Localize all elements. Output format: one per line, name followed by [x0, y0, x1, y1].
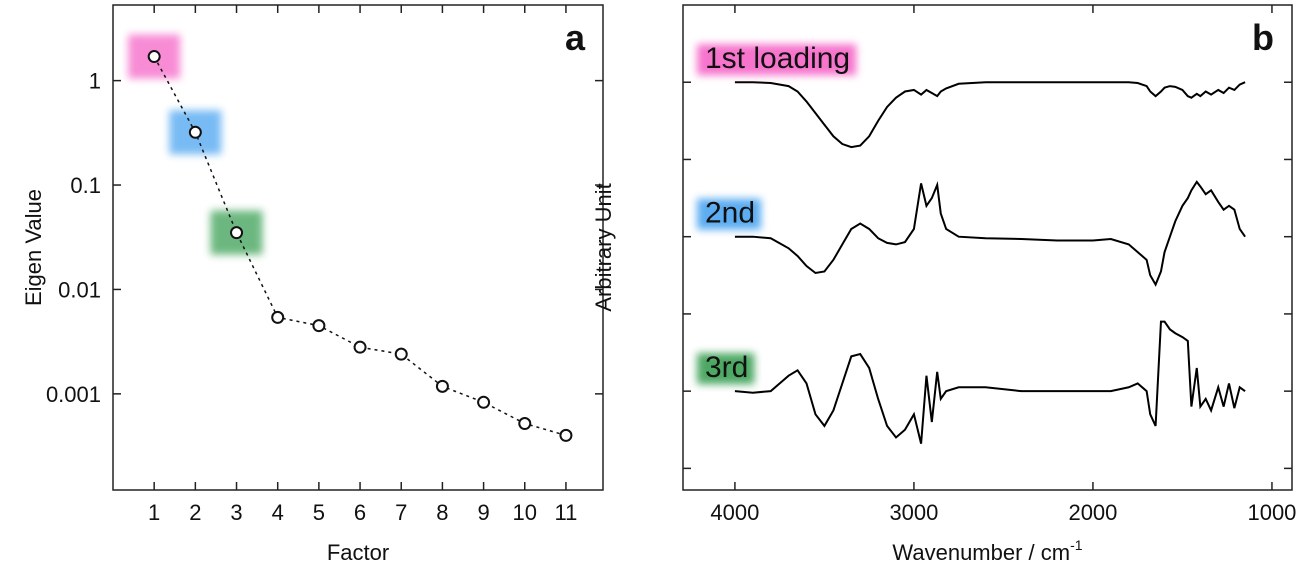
legend-highlight: [697, 44, 857, 76]
x-tick-label: 11: [555, 500, 578, 525]
x-tick-label: 1: [148, 500, 160, 525]
data-point: [230, 226, 244, 240]
data-point: [312, 319, 326, 333]
x-tick-label: 4000: [710, 500, 759, 525]
y-tick-label: 0.001: [46, 382, 101, 407]
x-tick-label: 10: [513, 500, 537, 525]
data-point: [147, 50, 161, 64]
data-point: [435, 379, 449, 393]
data-point: [394, 347, 408, 361]
plot-frame: [112, 4, 604, 491]
x-axis-label: Wavenumber / cm-1: [892, 537, 1082, 565]
panel-label: a: [565, 17, 586, 58]
x-tick-label: 9: [477, 500, 489, 525]
spectrum-line: [734, 81, 1246, 149]
data-point: [559, 428, 573, 442]
x-axis-label: Factor: [327, 540, 389, 565]
y-tick-label: 0.1: [70, 173, 101, 198]
data-point: [188, 125, 202, 139]
x-tick-label: 4: [272, 500, 284, 525]
data-point: [353, 340, 367, 354]
x-tick-label: 1000: [1247, 500, 1296, 525]
x-tick-label: 2: [189, 500, 201, 525]
legend-highlight: [697, 198, 762, 230]
x-tick-label: 5: [313, 500, 325, 525]
x-tick-label: 2000: [1068, 500, 1117, 525]
x-axis-label-text: Wavenumber / cm: [892, 540, 1070, 565]
legend-label: 2nd: [705, 197, 755, 230]
y-axis-label: Arbitrary Unit: [591, 183, 616, 311]
x-axis-label-sup: -1: [1070, 537, 1083, 553]
legend-label: 3rd: [705, 351, 748, 384]
data-point: [518, 417, 532, 431]
x-tick-label: 3: [230, 500, 242, 525]
panel-label: b: [1252, 17, 1274, 58]
x-tick-label: 6: [354, 500, 366, 525]
y-tick-label: 0.01: [58, 277, 101, 302]
data-point: [271, 310, 285, 324]
data-point: [477, 395, 491, 409]
x-tick-label: 8: [436, 500, 448, 525]
legend-highlight: [697, 353, 755, 385]
legend-label: 1st loading: [705, 42, 850, 75]
plot-frame: [682, 4, 1293, 491]
x-tick-label: 3000: [889, 500, 938, 525]
x-tick-label: 7: [395, 500, 407, 525]
y-axis-label: Eigen Value: [21, 189, 46, 306]
spectrum-line: [734, 180, 1246, 287]
y-tick-label: 1: [89, 69, 101, 94]
spectrum-line: [734, 320, 1246, 444]
